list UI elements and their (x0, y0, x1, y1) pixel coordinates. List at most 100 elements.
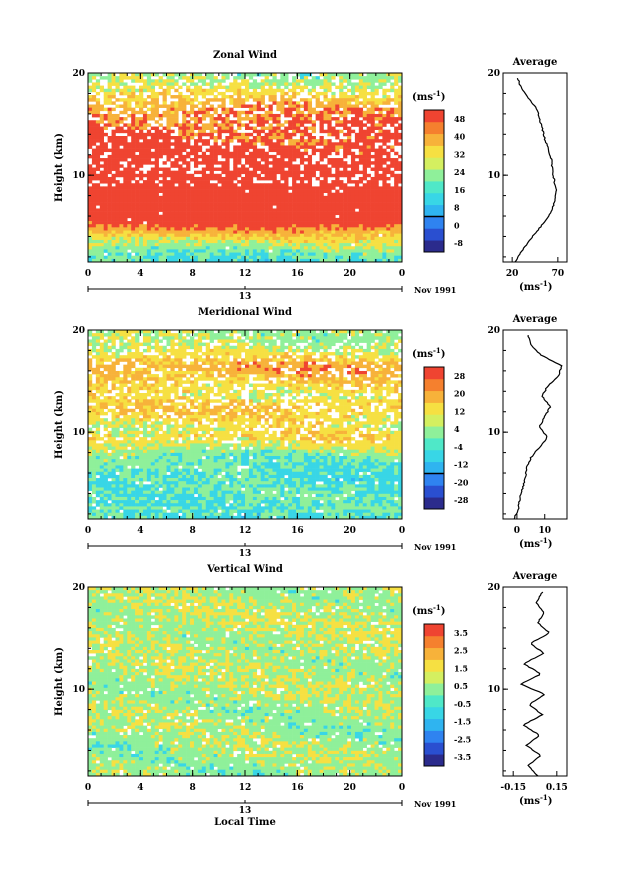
colorbar-frame (423, 109, 445, 253)
colorbar-segment (424, 216, 444, 229)
colorbar-label: 3.5 (454, 628, 468, 638)
panel-title: Zonal Wind (213, 50, 277, 61)
x-tick-label: 4 (137, 526, 143, 536)
colorbar-frame (423, 366, 445, 510)
y-tick-label: 10 (72, 685, 85, 695)
colorbar-label: -20 (454, 477, 469, 487)
colorbar-label: 28 (454, 371, 466, 381)
panel-3: Vertical Wind 20 10 Height (km) 0 4 8 12 16 20 0 13… (54, 564, 568, 828)
x-tick-label: 0 (85, 783, 91, 793)
colorbar-segment (424, 497, 444, 510)
colorbar-label: 24 (454, 167, 466, 177)
colorbar-segment (424, 635, 444, 649)
average-y-tick: 10 (487, 685, 500, 695)
x-tick-label: 20 (343, 526, 356, 536)
average-unit: (ms-1) (519, 279, 552, 293)
colorbar-segment (424, 390, 444, 403)
x-axis-label: Local Time (214, 817, 276, 828)
colorbar-segment (424, 461, 444, 474)
y-tick-label: 10 (72, 428, 85, 438)
colorbar-label: 0 (454, 220, 460, 230)
average-unit: (ms-1) (519, 536, 552, 550)
x-tick-label: 16 (291, 526, 304, 536)
colorbar-segment (424, 157, 444, 170)
average-x-tick: 0.15 (546, 783, 568, 793)
x-tick-label: 8 (190, 269, 196, 279)
colorbar-segment (424, 204, 444, 217)
y-axis-label: Height (km) (54, 647, 65, 716)
date-tick: 13 (239, 292, 252, 302)
average-title: Average (512, 314, 558, 325)
colorbar-label: 32 (454, 149, 465, 159)
colorbar-segment (424, 730, 444, 743)
y-tick-label: 20 (72, 583, 85, 593)
date-label: Nov 1991 (414, 799, 456, 809)
average-title: Average (512, 571, 558, 582)
colorbar-unit: (ms-1) (412, 346, 445, 360)
date-tick: 13 (239, 806, 252, 816)
average-unit: (ms-1) (519, 793, 552, 807)
average-x-tick: -0.15 (500, 783, 526, 793)
x-tick-label: 12 (239, 526, 252, 536)
colorbar-label: -4 (454, 442, 463, 452)
colorbar-segment (424, 706, 444, 720)
colorbar-label: 12 (454, 406, 465, 416)
colorbar-segment (424, 169, 444, 182)
panel-2: Meridional Wind 20 10 Height (km) 0 4 8 12 16 20 0… (54, 307, 568, 559)
colorbar-label: 20 (454, 389, 466, 399)
date-label: Nov 1991 (414, 285, 456, 295)
average-y-tick: 10 (487, 171, 500, 181)
panel-title: Meridional Wind (198, 307, 292, 318)
panel-title: Vertical Wind (206, 564, 283, 575)
colorbar-label: -28 (454, 495, 469, 505)
colorbar-label: 1.5 (454, 663, 468, 673)
average-profile-line (514, 77, 558, 263)
colorbar-label: -2.5 (454, 734, 471, 744)
colorbar-segment (424, 414, 444, 427)
colorbar-label: 4 (454, 424, 460, 434)
colorbar-label: 8 (454, 203, 460, 213)
average-panel: Average 20 10 -0.15 0.15(ms-1) (487, 571, 567, 807)
colorbar-label: 16 (454, 185, 466, 195)
average-frame (502, 586, 568, 777)
heatmap-field (88, 330, 403, 520)
colorbar-segment (424, 438, 444, 451)
average-profile-line (519, 591, 550, 777)
x-tick-label: 8 (190, 783, 196, 793)
colorbar-label: 48 (454, 114, 466, 124)
colorbar-segment (424, 718, 444, 731)
colorbar-segment (424, 378, 444, 392)
average-frame (502, 329, 568, 520)
y-axis-label: Height (km) (54, 390, 65, 459)
colorbar-segment (424, 402, 444, 415)
x-tick-label: 0 (85, 526, 91, 536)
average-x-tick: 70 (552, 269, 565, 279)
colorbar-segment (424, 754, 444, 767)
x-tick-label: 0 (85, 269, 91, 279)
average-y-tick: 20 (487, 69, 500, 79)
colorbar-label: -8 (454, 238, 463, 248)
colorbar-segment (424, 659, 444, 672)
x-tick-label: 8 (190, 526, 196, 536)
colorbar-frame (423, 623, 445, 767)
colorbar-label: -0.5 (454, 699, 471, 709)
colorbar-segment (424, 121, 444, 135)
colorbar-segment (424, 742, 444, 755)
date-label: Nov 1991 (414, 542, 456, 552)
average-profile-line (513, 335, 563, 520)
average-x-tick: 10 (538, 526, 551, 536)
average-x-tick: 0 (514, 526, 520, 536)
x-tick-label: 0 (399, 783, 405, 793)
colorbar-segment (424, 228, 444, 241)
colorbar-label: -12 (454, 460, 468, 470)
colorbar-segment (424, 473, 444, 486)
colorbar-label: -1.5 (454, 717, 471, 727)
colorbar-segment (424, 367, 444, 380)
colorbar-segment (424, 192, 444, 206)
colorbar-label: 40 (454, 132, 466, 142)
x-tick-label: 0 (399, 269, 405, 279)
colorbar-segment (424, 181, 444, 194)
